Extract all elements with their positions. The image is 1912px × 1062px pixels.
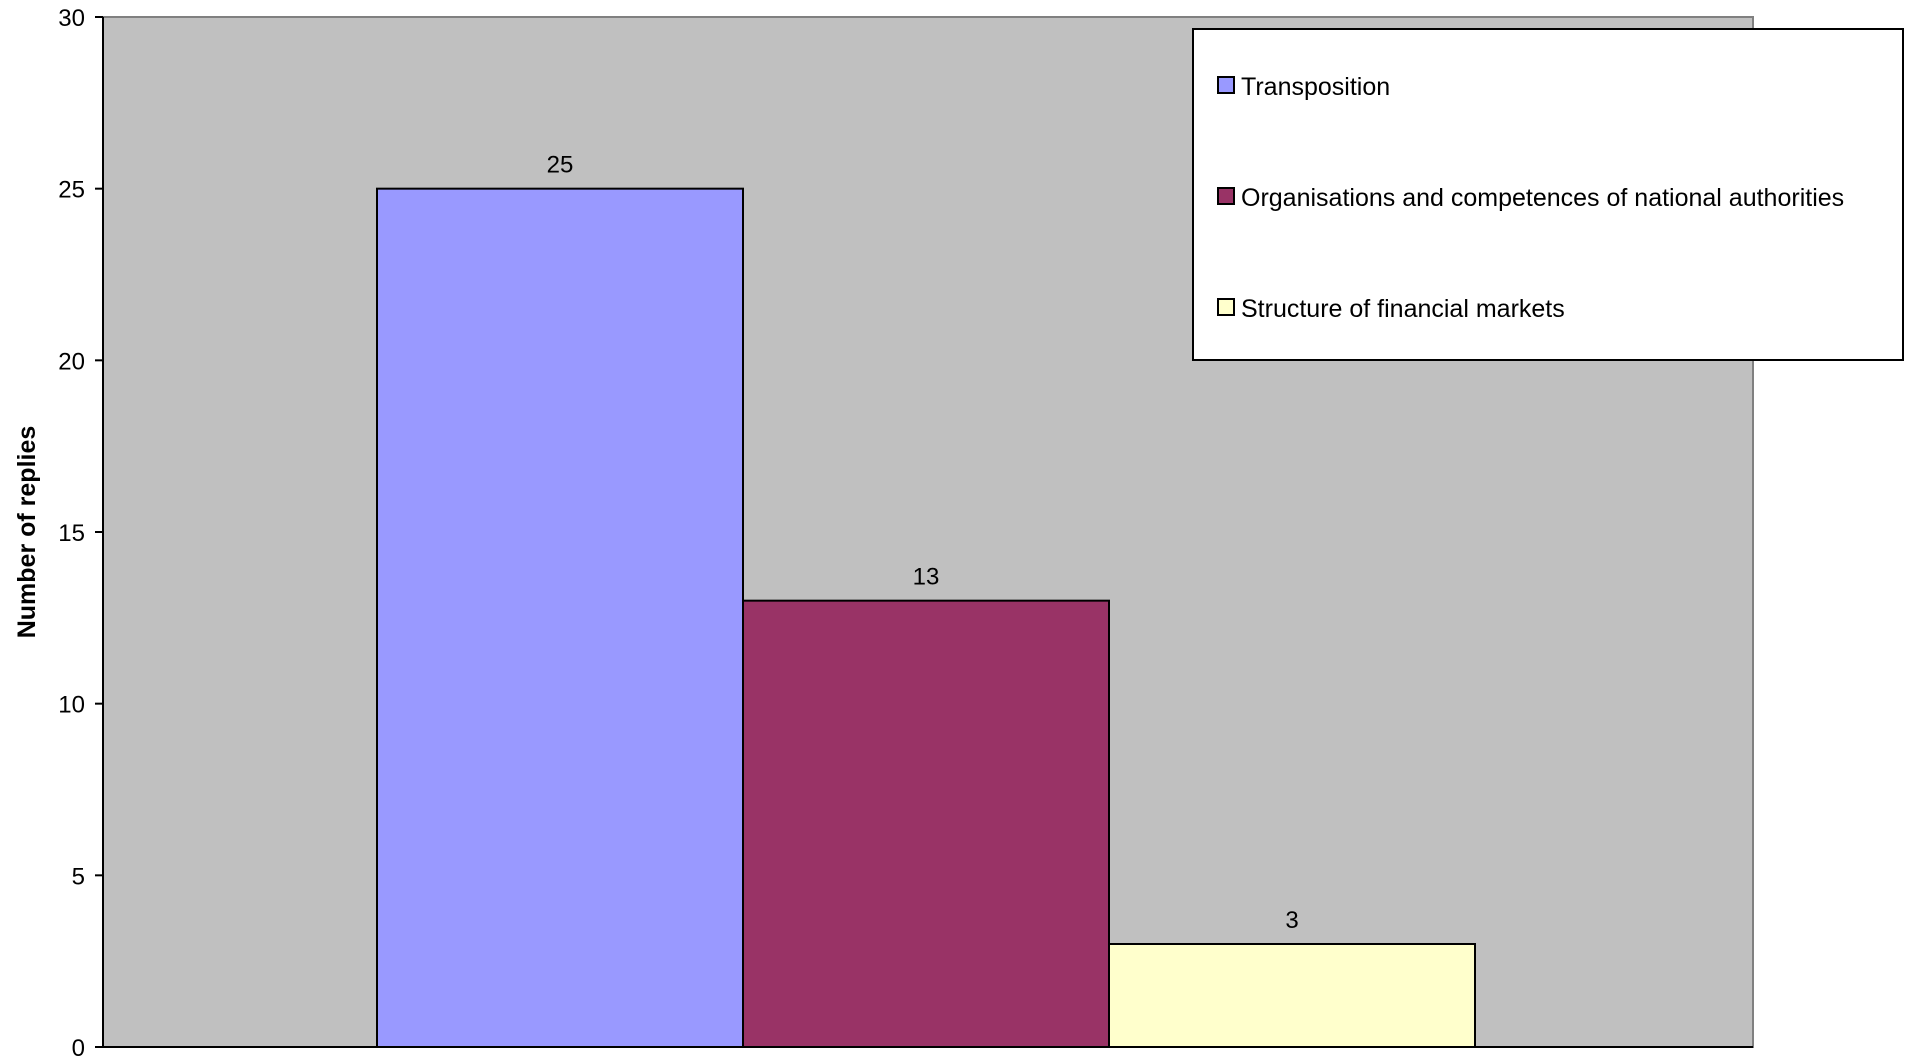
y-tick-label: 20	[58, 348, 85, 375]
bars: 25 13 3	[376, 152, 1476, 1049]
legend-swatch	[1217, 298, 1235, 316]
y-tick-label: 25	[58, 177, 85, 204]
legend-swatch	[1217, 76, 1235, 94]
bar-data-label: 3	[1285, 907, 1298, 934]
legend-swatch	[1217, 187, 1235, 205]
y-axis-title: Number of replies	[13, 426, 41, 639]
legend-label: Transposition	[1241, 73, 1390, 101]
legend-label: Structure of financial markets	[1241, 295, 1565, 323]
y-tick-label: 10	[58, 692, 85, 719]
legend-label: Organisations and competences of nationa…	[1241, 184, 1844, 212]
y-tick-label: 0	[72, 1035, 85, 1062]
legend-box	[1192, 28, 1904, 361]
bar	[1108, 943, 1476, 1048]
bar	[376, 187, 744, 1048]
bar-data-label: 13	[913, 564, 940, 591]
y-tick-label: 30	[58, 5, 85, 32]
bar-data-label: 25	[547, 152, 574, 179]
y-tick-label: 15	[58, 520, 85, 547]
y-tick-label: 5	[72, 863, 85, 890]
legend: Transposition Organisations and competenc…	[1192, 28, 1904, 361]
bar	[742, 599, 1110, 1049]
